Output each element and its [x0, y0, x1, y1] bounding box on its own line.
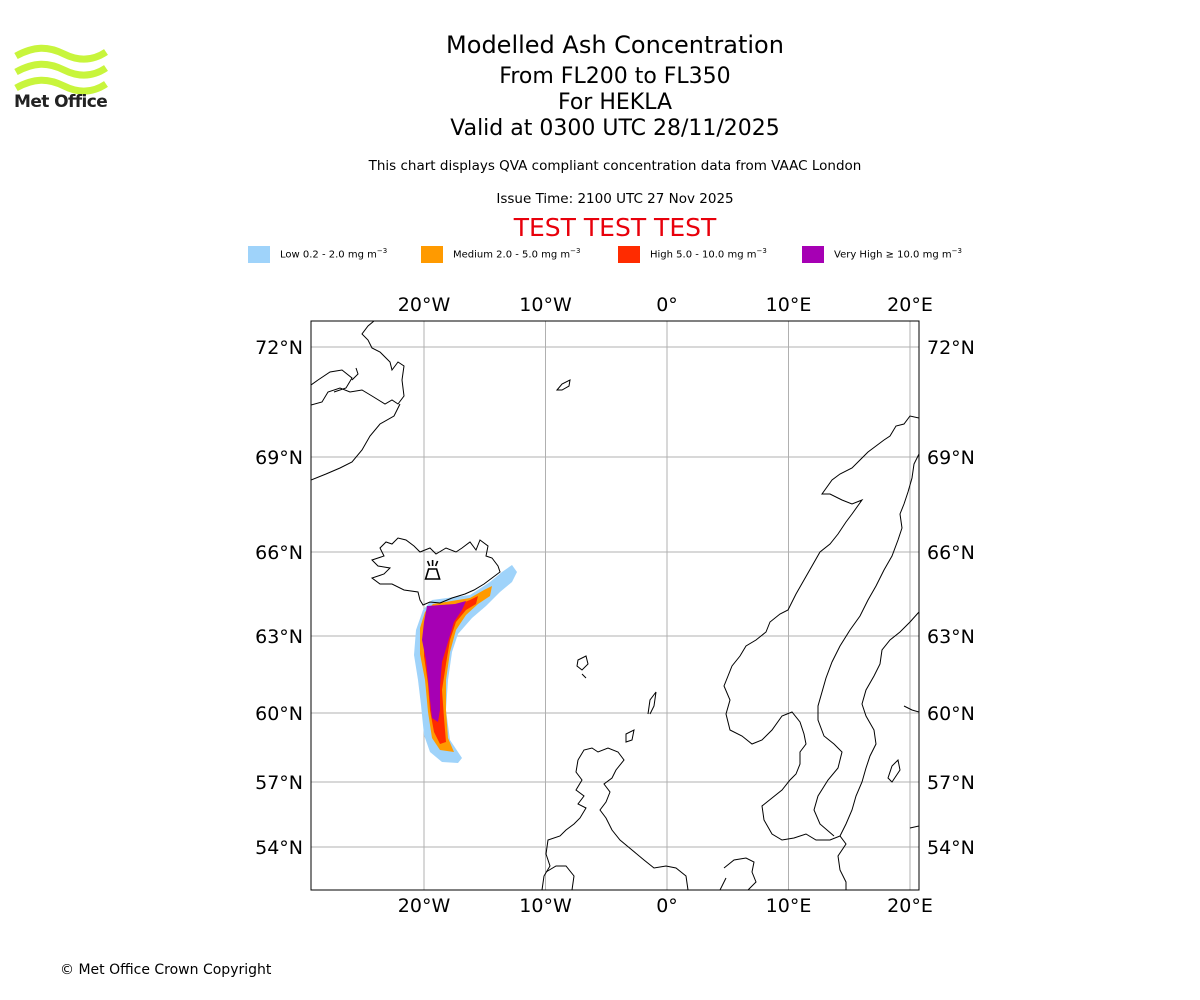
- coast-finland: [903, 705, 919, 829]
- graticule: [311, 321, 919, 890]
- lat-label-right: 57°N: [927, 772, 975, 794]
- lat-label-right: 69°N: [927, 447, 975, 469]
- coast-gotland: [887, 758, 901, 783]
- coast-shetland: [647, 691, 657, 715]
- lat-label-left: 57°N: [255, 772, 303, 794]
- legend-label-very-high: Very High ≥ 10.0 mg m: [834, 249, 952, 261]
- legend-swatch-medium: [421, 245, 443, 263]
- lat-label-right: 63°N: [927, 626, 975, 648]
- coast-orkney: [625, 729, 635, 743]
- copyright: © Met Office Crown Copyright: [60, 962, 272, 978]
- coast-ireland: [545, 865, 575, 890]
- issue-time: Issue Time: 2100 UTC 27 Nov 2025: [496, 191, 734, 207]
- lat-label-left: 60°N: [255, 703, 303, 725]
- legend-swatch-low: [248, 245, 270, 263]
- legend-swatch-high: [618, 245, 640, 263]
- coast-faroe: [576, 655, 589, 679]
- lon-label-top: 10°W: [519, 294, 572, 316]
- lat-label-left: 63°N: [255, 626, 303, 648]
- logo-wordmark: Met Office: [14, 92, 108, 112]
- lon-label-bottom: 10°W: [519, 895, 572, 917]
- lat-label-right: 54°N: [927, 837, 975, 859]
- coast-great-britain: [541, 747, 689, 890]
- met-office-logo-icon: [14, 44, 108, 95]
- coast-greenland: [311, 321, 405, 481]
- lat-label-left: 54°N: [255, 837, 303, 859]
- lon-label-top: 10°E: [766, 294, 812, 316]
- lat-label-left: 69°N: [255, 447, 303, 469]
- valid-time: Valid at 0300 UTC 28/11/2025: [450, 116, 780, 141]
- coast-jan-mayen: [555, 379, 571, 391]
- lon-label-bottom: 10°E: [766, 895, 812, 917]
- lon-label-top: 20°W: [398, 294, 451, 316]
- coast-norway-sweden: [723, 415, 919, 890]
- lon-label-top: 0°: [656, 294, 678, 316]
- legend-label-low: Low 0.2 - 2.0 mg m: [280, 249, 377, 261]
- lon-label-bottom: 20°E: [887, 895, 933, 917]
- chart-title: Modelled Ash Concentration: [446, 31, 784, 59]
- lon-label-bottom: 0°: [656, 895, 678, 917]
- flight-levels: From FL200 to FL350: [499, 64, 731, 89]
- lat-label-right: 66°N: [927, 542, 975, 564]
- ash-very-high-area: [422, 601, 466, 722]
- volcano-icon: [424, 560, 441, 580]
- lat-label-right: 72°N: [927, 337, 975, 359]
- legend-item-medium: Medium 2.0 - 5.0 mg m−3: [421, 244, 580, 264]
- legend-swatch-very-high: [802, 245, 824, 263]
- compliance-note: This chart displays QVA compliant concen…: [368, 158, 862, 174]
- legend-item-very-high: Very High ≥ 10.0 mg m−3: [802, 244, 962, 264]
- legend-item-low: Low 0.2 - 2.0 mg m−3: [248, 244, 387, 264]
- legend-item-high: High 5.0 - 10.0 mg m−3: [618, 244, 767, 264]
- legend-label-medium: Medium 2.0 - 5.0 mg m: [453, 249, 571, 261]
- lat-label-right: 60°N: [927, 703, 975, 725]
- lat-label-left: 72°N: [255, 337, 303, 359]
- volcano-name: For HEKLA: [557, 90, 673, 115]
- axis-labels: 20°W 20°W 10°W 10°W 0° 0° 10°E 10°E 20°E 20°E 72°N…: [255, 294, 975, 917]
- coast-denmark: [719, 857, 757, 890]
- test-banner: TEST TEST TEST: [513, 213, 717, 242]
- legend-label-high: High 5.0 - 10.0 mg m: [650, 249, 757, 261]
- ash-plume: [414, 565, 517, 763]
- coastlines: [311, 321, 919, 890]
- coast-iceland: [370, 537, 501, 606]
- map-frame: [310, 320, 920, 891]
- lat-label-left: 66°N: [255, 542, 303, 564]
- lon-label-bottom: 20°W: [398, 895, 451, 917]
- lon-label-top: 20°E: [887, 294, 933, 316]
